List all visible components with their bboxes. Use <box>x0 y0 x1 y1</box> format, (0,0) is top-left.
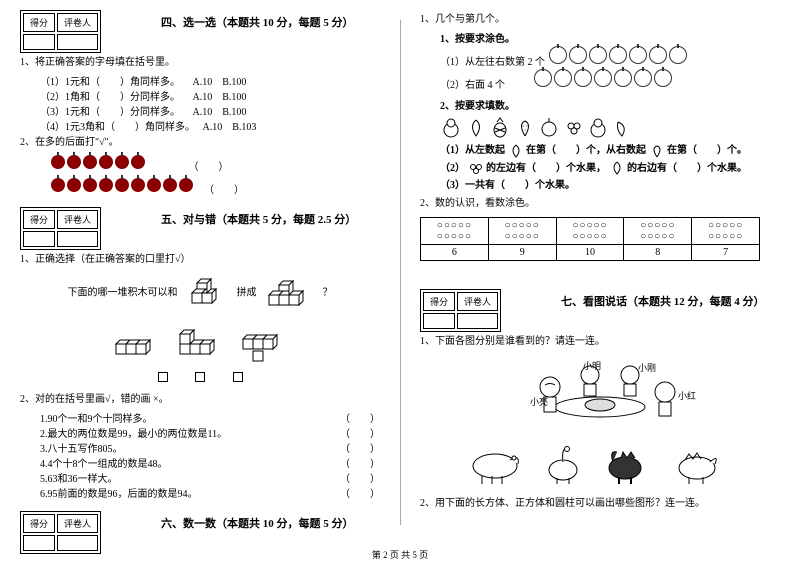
count-table: ○○○○○○○○○○ ○○○○○○○○○○ ○○○○○○○○○○ ○○○○○○○… <box>420 217 760 261</box>
cube-stack-icon <box>188 277 226 309</box>
checkbox[interactable] <box>158 372 168 382</box>
apple-row-1: （ ） <box>50 154 380 173</box>
peach-inline-icon <box>609 160 625 176</box>
checkbox[interactable] <box>233 372 243 382</box>
pear-icon <box>440 116 462 138</box>
score-label: 得分 <box>23 13 55 32</box>
q5-2: 2、对的在括号里画√，错的画 ×。 <box>20 393 380 407</box>
fruit-sequence <box>440 116 780 141</box>
pineapple-icon <box>489 116 511 138</box>
q4-1-1: （1）1元和（ ）角同样多。 <box>40 77 180 88</box>
q4-1-4: （4）1元3角和（ ）角同样多。 <box>40 122 195 133</box>
section-5-title: 五、对与错（本题共 5 分，每题 2.5 分） <box>161 211 356 227</box>
q7-2: 2、用下面的长方体、正方体和圆柱可以画出哪些图形？连一连。 <box>420 497 780 511</box>
q4-1: 1、将正确答案的字母填在括号里。 <box>20 56 380 70</box>
strawberry-inline-icon <box>649 143 665 159</box>
r-q1: 1、几个与第几个。 <box>420 13 780 27</box>
apple-outline-icon <box>549 46 567 64</box>
banana-icon <box>612 116 634 138</box>
strawberry-icon <box>514 116 536 138</box>
grape-inline-icon <box>468 160 484 176</box>
table-val: 6 <box>421 245 489 261</box>
apple-icon <box>51 155 65 169</box>
q4-1-3: （3）1元和（ ）分同样多。 <box>40 107 180 118</box>
kid-name-4: 小红 <box>678 390 696 401</box>
r-q1-2: 2、按要求填数。 <box>440 97 780 112</box>
pear2-icon <box>587 116 609 138</box>
q7-1: 1、下面各图分别是谁看到的？请连一连。 <box>420 335 780 349</box>
apple-row-2: （ ） <box>50 177 380 196</box>
section-6-title: 六、数一数（本题共 10 分，每题 5 分） <box>161 515 354 531</box>
option-1-icon <box>114 324 159 360</box>
page-footer: 第 2 页 共 5 页 <box>0 548 800 561</box>
score-box: 得分评卷人 <box>20 207 101 250</box>
r-q1-1: 1、按要求涂色。 <box>440 30 780 45</box>
r-q2: 2、数的认识，看数涂色。 <box>420 197 780 211</box>
section-4-title: 四、选一选（本题共 10 分，每题 5 分） <box>161 14 354 30</box>
kids-illustration: 小亮 小明 小刚 小红 <box>420 357 780 430</box>
option-2-icon <box>178 324 223 360</box>
cube-target-icon <box>267 275 312 311</box>
kid-name-1: 小亮 <box>530 396 548 407</box>
option-3-icon <box>241 319 286 364</box>
blocks-question: 下面的哪一堆积木可以和 拼成 ？ <box>20 275 380 311</box>
blocks-options <box>20 319 380 364</box>
score-box: 得分评卷人 <box>20 10 101 53</box>
peach-icon <box>465 116 487 138</box>
score-box: 得分评卷人 <box>420 289 501 332</box>
kid-name-3: 小刚 <box>638 363 656 373</box>
grader-label: 评卷人 <box>57 13 98 32</box>
q4-1-2: （2）1角和（ ）分同样多。 <box>40 92 180 103</box>
q5-1: 1、正确选择（在正确答案的口里打√） <box>20 253 380 267</box>
grape-icon <box>563 116 585 138</box>
checkbox[interactable] <box>195 372 205 382</box>
section-7-title: 七、看图说话（本题共 12 分，每题 4 分） <box>561 293 765 309</box>
apple-fruit-icon <box>538 116 560 138</box>
column-divider <box>400 20 401 525</box>
answer-bracket[interactable]: （ ） <box>189 162 229 173</box>
q4-2: 2、在多的后面打"√"。 <box>20 136 380 150</box>
dino-illustration <box>420 438 780 489</box>
peach-inline-icon <box>508 143 524 159</box>
kid-name-2: 小明 <box>583 361 601 371</box>
dots-cell: ○○○○○○○○○○ <box>421 218 489 245</box>
